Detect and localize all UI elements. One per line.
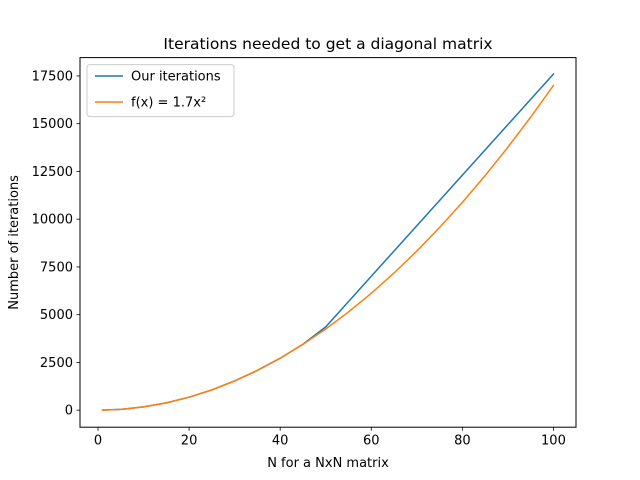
legend-label-f-x: f(x) = 1.7x² [131, 96, 206, 111]
y-axis-label: Number of iterations [7, 175, 22, 310]
y-tick-label: 17500 [32, 69, 73, 84]
y-axis: 0 2500 5000 7500 10000 12500 15000 17500 [32, 69, 80, 419]
y-tick-label: 0 [65, 404, 73, 419]
y-tick-label: 10000 [32, 213, 73, 228]
series-line-1 [101, 84, 555, 411]
x-tick-label: 0 [94, 434, 102, 449]
legend-box [86, 64, 235, 118]
axes-frame [79, 57, 577, 428]
plot-area [101, 72, 555, 411]
x-tick-label: 80 [454, 434, 471, 449]
y-tick-label: 2500 [40, 356, 73, 371]
legend-label-our-iterations: Our iterations [131, 70, 221, 85]
x-tick-label: 40 [272, 434, 289, 449]
x-axis-label: N for a NxN matrix [267, 456, 389, 471]
x-tick-label: 100 [541, 434, 566, 449]
y-tick-label: 15000 [32, 117, 73, 132]
series-line-0 [101, 72, 555, 411]
chart-title: Iterations needed to get a diagonal matr… [163, 35, 492, 53]
y-tick-label: 7500 [40, 260, 73, 275]
legend: Our iterations f(x) = 1.7x² [86, 64, 235, 118]
x-axis: 0 20 40 60 80 100 [94, 427, 566, 449]
x-tick-label: 20 [181, 434, 198, 449]
x-tick-label: 60 [363, 434, 380, 449]
y-tick-label: 5000 [40, 308, 73, 323]
y-tick-label: 12500 [32, 165, 73, 180]
